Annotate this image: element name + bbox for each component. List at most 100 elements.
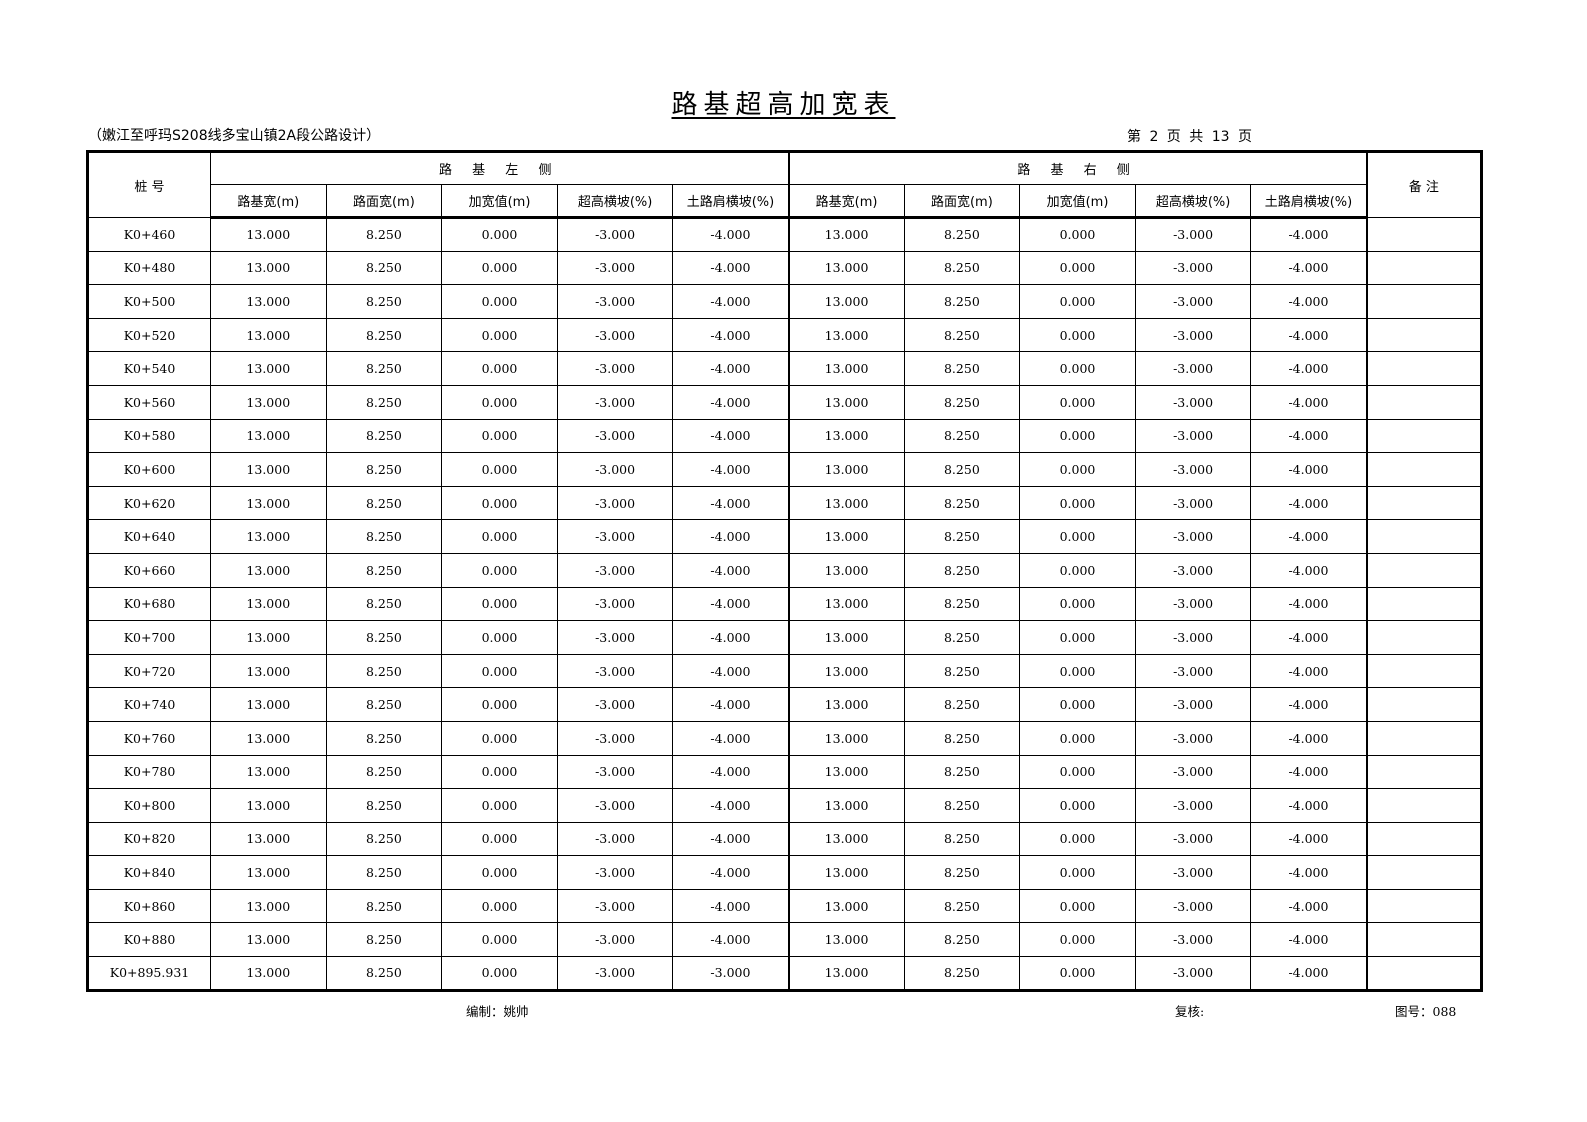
value-cell: 13.000 [788,653,905,689]
value-cell: 13.000 [788,586,905,622]
value-cell: -4.000 [672,217,790,252]
value-cell: 0.000 [441,519,558,554]
value-cell: 0.000 [1019,418,1136,454]
value-cell: 13.000 [788,922,905,958]
value-cell: -3.000 [672,956,790,991]
value-cell: 13.000 [210,384,327,420]
value-cell: 13.000 [788,821,905,857]
value-cell: -3.000 [556,351,674,386]
value-cell: 0.000 [441,687,558,722]
superelevation-widening-table: 桩 号 路 基 左 侧 路 基 右 侧 备 注 路基宽(m) 路面宽(m) 加宽值(… [86,150,1484,992]
value-cell: -4.000 [1250,888,1368,924]
value-cell: 8.250 [325,922,443,958]
value-cell: -4.000 [672,754,790,790]
value-cell: -3.000 [556,855,674,890]
value-cell: 13.000 [210,620,327,655]
value-cell: -4.000 [1250,754,1368,790]
value-cell: -3.000 [1134,317,1252,353]
remark-cell [1366,250,1483,286]
table-row: K0+880 13.000 8.250 0.000 -3.000 -4.000 13.000… [87,922,1483,958]
column-header: 加宽值(m) [441,184,558,219]
value-cell: -4.000 [672,552,790,588]
value-cell: -3.000 [556,888,674,924]
value-cell: -3.000 [556,586,674,622]
value-cell: 8.250 [325,284,443,319]
value-cell: 8.250 [325,888,443,924]
value-cell: 0.000 [441,217,558,252]
column-header: 路基宽(m) [788,184,905,219]
value-cell: 0.000 [1019,485,1136,521]
value-cell: 13.000 [210,452,327,487]
table-row: K0+540 13.000 8.250 0.000 -3.000 -4.000 13.000… [87,351,1483,386]
remark-cell [1366,317,1483,353]
value-cell: 13.000 [788,855,905,890]
value-cell: 0.000 [441,922,558,958]
value-cell: 13.000 [210,317,327,353]
value-cell: 13.000 [210,217,327,252]
column-header: 超高横坡(%) [556,184,674,219]
value-cell: 0.000 [441,552,558,588]
value-cell: -3.000 [1134,418,1252,454]
value-cell: -3.000 [556,284,674,319]
remark-cell [1366,384,1483,420]
value-cell: 13.000 [788,384,905,420]
value-cell: -3.000 [556,250,674,286]
station-cell: K0+520 [87,317,211,353]
value-cell: -4.000 [1250,653,1368,689]
value-cell: -4.000 [1250,384,1368,420]
value-cell: 0.000 [441,485,558,521]
value-cell: -4.000 [1250,452,1368,487]
remark-cell [1366,351,1483,386]
value-cell: 8.250 [325,788,443,823]
value-cell: 0.000 [441,586,558,622]
value-cell: -4.000 [672,821,790,857]
remark-cell [1366,452,1483,487]
station-cell: K0+860 [87,888,211,924]
remark-cell [1366,620,1483,655]
value-cell: -4.000 [672,485,790,521]
value-cell: -4.000 [1250,317,1368,353]
value-cell: -3.000 [1134,821,1252,857]
value-cell: -4.000 [1250,351,1368,386]
value-cell: 13.000 [210,754,327,790]
compiled-by: 编制：姚帅 [466,1004,529,1019]
project-subtitle: （嫩江至呼玛S208线多宝山镇2A段公路设计） [88,128,381,144]
value-cell: 8.250 [325,519,443,554]
value-cell: 8.250 [903,284,1021,319]
value-cell: 0.000 [441,821,558,857]
table-row: K0+640 13.000 8.250 0.000 -3.000 -4.000 13.000… [87,519,1483,554]
value-cell: 13.000 [210,418,327,454]
value-cell: -4.000 [1250,217,1368,252]
station-cell: K0+895.931 [87,956,211,991]
value-cell: 8.250 [903,754,1021,790]
value-cell: -4.000 [672,687,790,722]
column-header: 路基宽(m) [210,184,327,219]
value-cell: -3.000 [556,720,674,756]
value-cell: -3.000 [1134,720,1252,756]
value-cell: 13.000 [788,754,905,790]
value-cell: 13.000 [210,788,327,823]
remark-cell [1366,586,1483,622]
remark-cell [1366,284,1483,319]
header-row-group: 桩 号 路 基 左 侧 路 基 右 侧 备 注 [87,151,1483,218]
value-cell: -3.000 [1134,653,1252,689]
value-cell: 13.000 [210,720,327,756]
value-cell: 8.250 [903,452,1021,487]
value-cell: -3.000 [1134,485,1252,521]
right-side-header: 路 基 右 侧 [787,151,1368,185]
value-cell: 13.000 [210,855,327,890]
value-cell: -4.000 [672,922,790,958]
value-cell: 0.000 [1019,687,1136,722]
value-cell: 8.250 [325,720,443,756]
station-cell: K0+880 [87,922,211,958]
value-cell: -3.000 [1134,250,1252,286]
station-cell: K0+680 [87,586,211,622]
value-cell: -3.000 [556,788,674,823]
station-header: 桩 号 [87,151,211,218]
value-cell: -3.000 [556,452,674,487]
value-cell: -4.000 [1250,821,1368,857]
value-cell: -3.000 [1134,284,1252,319]
value-cell: 0.000 [1019,384,1136,420]
value-cell: -3.000 [1134,687,1252,722]
value-cell: 0.000 [1019,317,1136,353]
